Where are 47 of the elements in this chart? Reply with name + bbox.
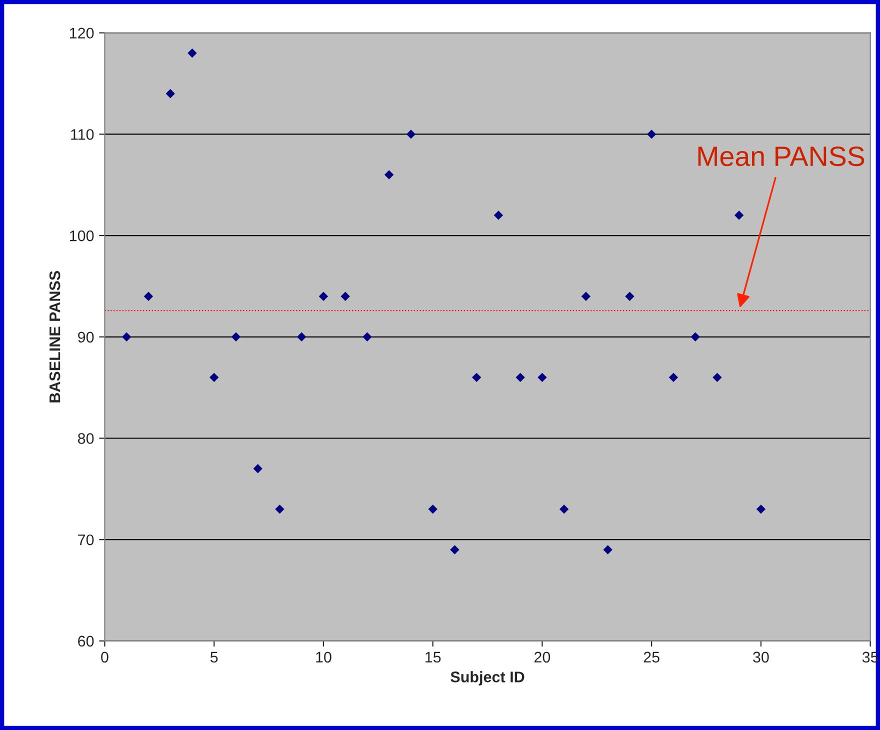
point: [188, 48, 197, 58]
y-tick-label: 90: [78, 332, 94, 343]
point: [690, 332, 700, 342]
point: [318, 292, 328, 301]
point: [296, 332, 306, 342]
point: [340, 292, 350, 301]
y-tick-label: 60: [78, 636, 94, 647]
point: [472, 372, 482, 382]
point: [559, 504, 569, 514]
point: [756, 504, 766, 514]
y-tick-label: 100: [70, 230, 94, 242]
y-tick-label: 80: [78, 433, 94, 444]
point: [494, 210, 504, 220]
point: [231, 332, 241, 342]
point: [428, 504, 438, 514]
point: [581, 292, 591, 301]
point: [712, 372, 722, 382]
point: [406, 130, 416, 139]
point: [362, 332, 372, 342]
point: [603, 545, 612, 554]
point: [209, 372, 219, 382]
y-axis-title: BASELINE PANSS: [49, 270, 60, 402]
point: [166, 89, 175, 98]
point: [625, 292, 634, 301]
y-tick-label: 110: [71, 129, 94, 140]
x-tick-label: 15: [426, 652, 441, 663]
y-tick-label: 120: [70, 28, 94, 39]
x-axis-title: Subject ID: [450, 671, 524, 686]
point: [538, 372, 547, 382]
x-tick-label: 10: [316, 652, 332, 663]
point: [122, 332, 132, 342]
point: [646, 130, 656, 139]
x-tick-label: 5: [210, 652, 218, 663]
x-tick-label: 0: [101, 652, 108, 663]
x-tick-label: 30: [753, 652, 769, 663]
point: [668, 372, 678, 382]
annotation: Mean PANSS: [698, 146, 864, 166]
point: [275, 504, 284, 514]
y-tick-label: 70: [78, 534, 94, 546]
point: [144, 292, 154, 301]
point: [450, 545, 460, 554]
x-tick-label: 20: [534, 652, 550, 663]
point: [253, 464, 262, 474]
point: [734, 210, 744, 220]
point: [384, 170, 394, 180]
x-tick-label: 25: [644, 652, 660, 663]
point: [516, 372, 525, 382]
